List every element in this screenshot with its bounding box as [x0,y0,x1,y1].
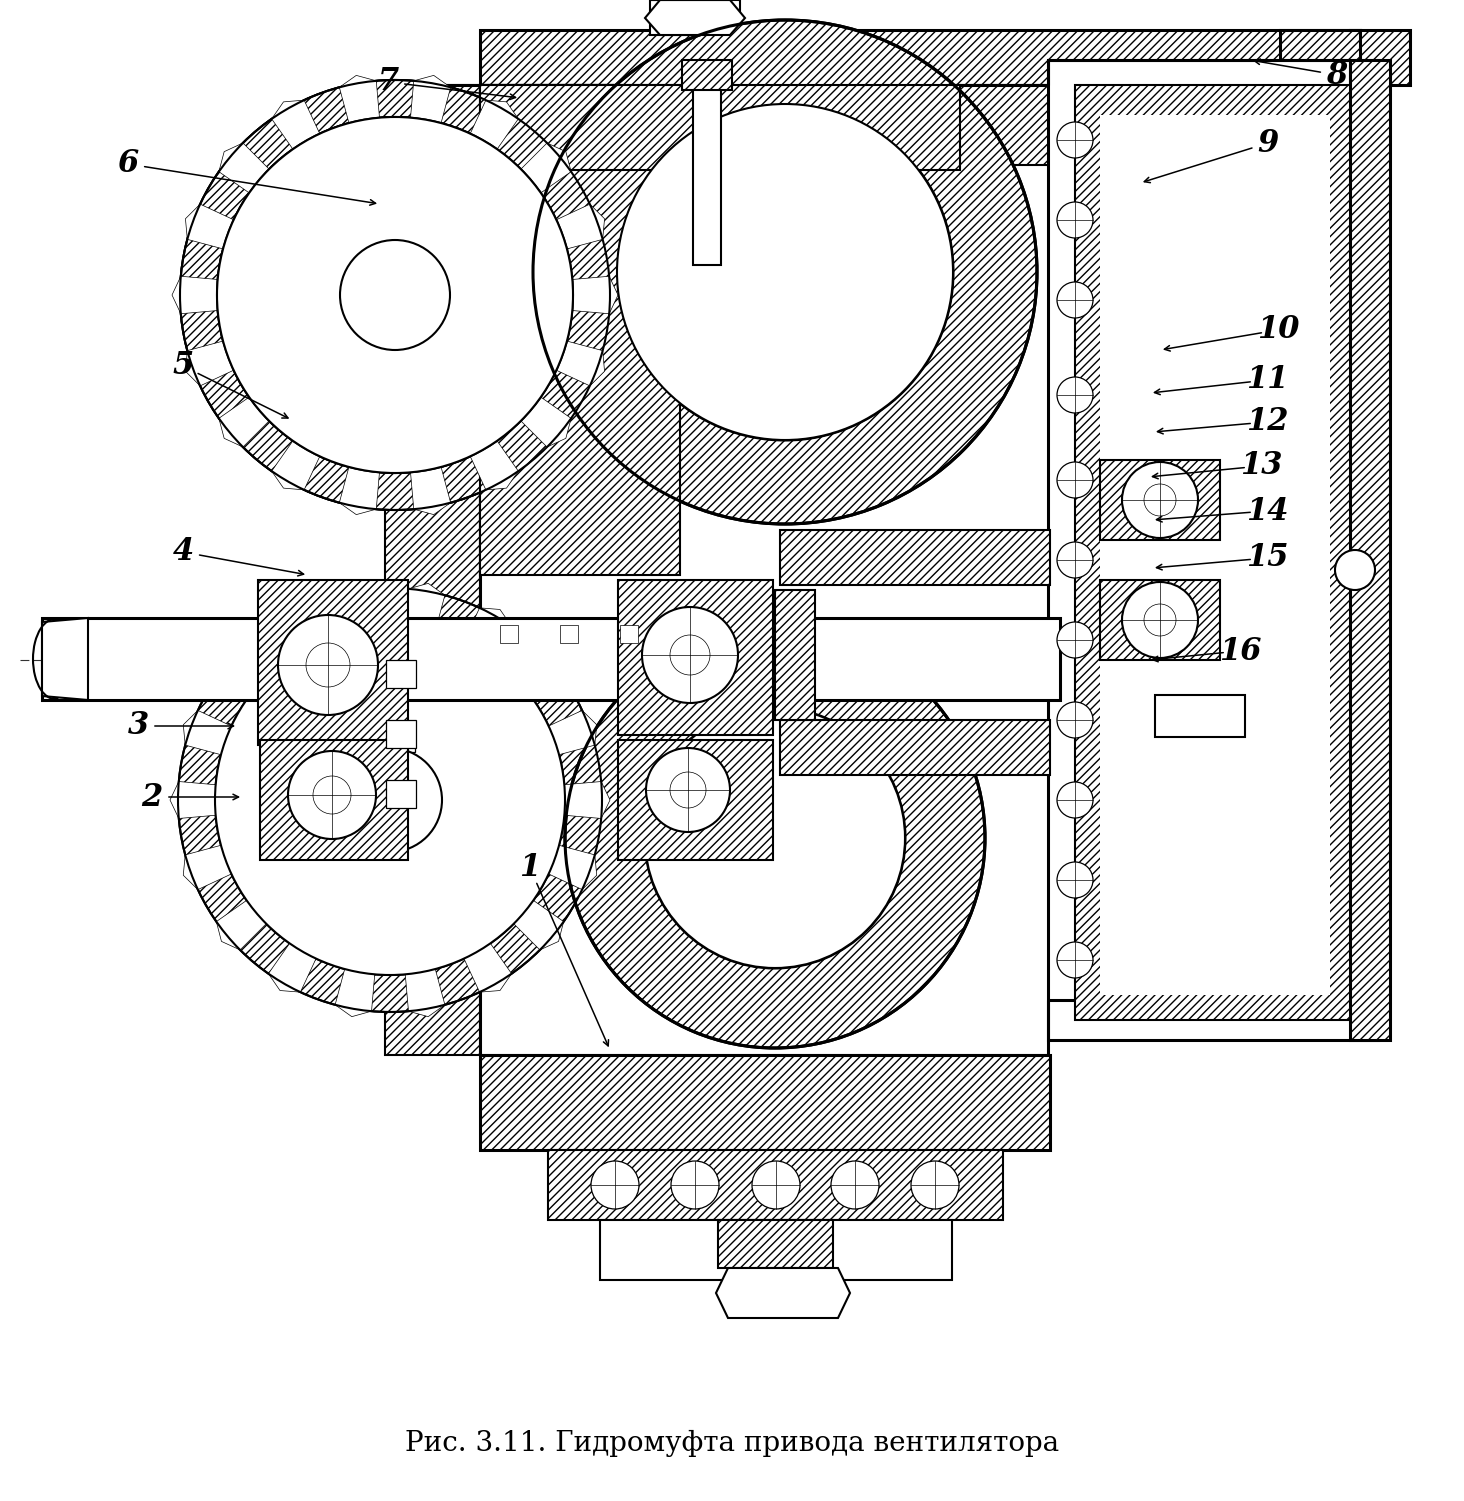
Polygon shape [386,781,416,808]
Circle shape [306,642,350,687]
Circle shape [1057,462,1094,498]
Polygon shape [549,845,597,890]
Circle shape [1057,377,1094,413]
Circle shape [1057,621,1094,657]
Polygon shape [480,86,1350,165]
Polygon shape [335,584,375,630]
Polygon shape [272,441,319,489]
Circle shape [1057,203,1094,239]
Text: 1: 1 [520,853,540,884]
Polygon shape [1048,60,1378,1040]
Polygon shape [780,530,1050,585]
Polygon shape [692,86,720,266]
Wedge shape [179,588,602,1012]
Circle shape [616,104,953,440]
Polygon shape [619,624,638,642]
Polygon shape [335,970,375,1016]
Text: 3: 3 [127,710,149,741]
Polygon shape [548,1150,1003,1220]
Polygon shape [410,467,451,515]
Polygon shape [220,143,269,194]
Polygon shape [186,204,234,249]
Polygon shape [272,101,319,149]
Circle shape [646,747,731,832]
Circle shape [288,750,376,839]
Text: 7: 7 [378,66,398,98]
Polygon shape [682,60,732,90]
Polygon shape [220,398,269,447]
Polygon shape [386,660,416,687]
Polygon shape [480,86,960,170]
Polygon shape [42,618,88,699]
Circle shape [340,240,449,350]
Circle shape [1057,122,1094,158]
Polygon shape [217,650,266,699]
Circle shape [1057,542,1094,578]
Polygon shape [217,901,266,950]
Polygon shape [406,584,445,630]
Polygon shape [385,86,480,1055]
Polygon shape [1350,60,1389,1040]
Polygon shape [600,1220,952,1280]
Circle shape [313,776,351,814]
Circle shape [217,117,572,473]
Circle shape [1143,483,1176,516]
Polygon shape [258,579,408,744]
Circle shape [643,606,738,702]
Text: 14: 14 [1246,495,1288,527]
Circle shape [671,772,706,808]
Polygon shape [183,710,231,755]
Polygon shape [268,608,316,656]
Polygon shape [406,970,445,1016]
Polygon shape [646,0,745,35]
Wedge shape [533,20,1037,524]
Text: Рис. 3.11. Гидромуфта привода вентилятора: Рис. 3.11. Гидромуфта привода вентилятор… [406,1429,1058,1456]
Circle shape [646,708,905,968]
Polygon shape [464,943,511,992]
Text: 2: 2 [142,782,163,812]
Polygon shape [470,441,518,489]
Polygon shape [385,728,414,752]
Circle shape [671,635,710,675]
Polygon shape [464,608,511,656]
Polygon shape [480,86,679,575]
Circle shape [591,1160,638,1208]
Polygon shape [1280,30,1360,86]
Polygon shape [480,1055,1050,1150]
Polygon shape [521,143,571,194]
Polygon shape [549,710,597,755]
Polygon shape [480,30,1360,86]
Wedge shape [180,80,610,510]
Polygon shape [716,1268,851,1318]
Text: 8: 8 [1326,60,1348,90]
Circle shape [1143,603,1176,636]
Polygon shape [564,782,610,818]
Text: 9: 9 [1258,128,1278,159]
Circle shape [1057,282,1094,318]
Polygon shape [386,720,416,747]
Polygon shape [572,276,618,314]
Polygon shape [556,341,605,386]
Polygon shape [470,101,518,149]
Circle shape [1057,702,1094,738]
Polygon shape [261,740,408,860]
Polygon shape [618,579,773,735]
Text: 10: 10 [1256,315,1299,345]
Polygon shape [650,0,739,35]
Polygon shape [170,782,215,818]
Circle shape [1057,782,1094,818]
Polygon shape [268,943,316,992]
Polygon shape [1099,116,1329,995]
Text: 16: 16 [1218,635,1262,666]
Polygon shape [521,398,571,447]
Polygon shape [385,665,414,689]
Polygon shape [556,204,605,249]
Text: 11: 11 [1246,365,1288,395]
Polygon shape [385,785,414,809]
Polygon shape [1099,459,1220,540]
Polygon shape [561,624,578,642]
Circle shape [1057,862,1094,898]
Text: 13: 13 [1240,450,1282,482]
Polygon shape [514,650,564,699]
